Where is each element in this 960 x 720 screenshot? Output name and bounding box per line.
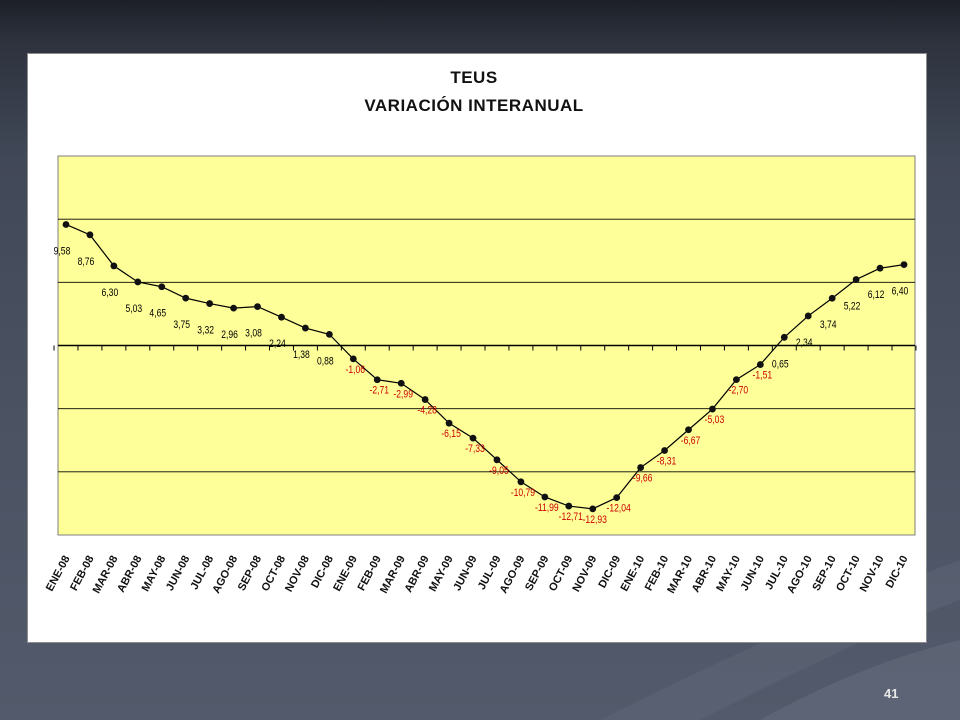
data-label: 5,03: [125, 303, 142, 315]
page-number: 41: [884, 686, 899, 701]
data-label: 4,65: [149, 308, 166, 320]
data-point: [278, 313, 285, 321]
data-point: [206, 300, 214, 307]
data-label: -6,15: [441, 428, 461, 440]
data-label: 6,30: [102, 287, 119, 299]
data-point: [709, 405, 716, 413]
data-point: [302, 324, 309, 332]
data-point: [397, 379, 405, 387]
data-label: -7,33: [465, 443, 485, 455]
data-point: [637, 464, 645, 471]
data-label: 3,32: [197, 325, 214, 337]
data-label: -9,05: [489, 465, 509, 477]
data-label: 0,88: [317, 355, 334, 367]
data-point: [230, 304, 238, 312]
data-point: [756, 361, 764, 368]
data-point: [852, 276, 860, 283]
data-point: [685, 426, 692, 434]
data-label: 3,74: [820, 319, 837, 331]
data-label: 2,96: [221, 329, 238, 341]
data-label: 6,40: [892, 286, 909, 298]
data-label: 3,75: [173, 319, 190, 331]
data-point: [182, 294, 190, 302]
data-point: [421, 396, 429, 403]
data-label: -12,93: [583, 514, 608, 526]
data-label: 6,12: [868, 289, 885, 301]
data-point: [158, 283, 166, 291]
data-point: [541, 493, 549, 501]
data-label: 2,34: [796, 337, 813, 349]
data-point: [517, 478, 525, 486]
data-point: [325, 330, 333, 338]
data-point: [589, 505, 597, 513]
data-label: -12,04: [607, 503, 632, 515]
data-label: -5,03: [705, 414, 725, 426]
data-label: 5,22: [844, 301, 861, 313]
data-label: -2,70: [729, 385, 749, 397]
data-point: [86, 231, 94, 239]
data-label: 2,24: [269, 338, 286, 350]
data-label: -1,06: [346, 364, 366, 376]
data-label: -12,71: [559, 511, 583, 523]
data-label: 3,08: [245, 328, 262, 340]
data-point: [876, 264, 884, 272]
data-point: [733, 376, 740, 384]
chart-subtitle: VARIACIÓN INTERANUAL: [364, 96, 584, 115]
data-label: -11,99: [535, 502, 559, 514]
data-point: [613, 494, 621, 502]
data-point: [565, 502, 573, 510]
data-point: [254, 303, 261, 310]
data-point: [469, 434, 477, 442]
data-label: 9,58: [54, 246, 71, 258]
data-point: [349, 355, 357, 363]
chart-title: TEUS: [450, 68, 498, 87]
data-label: 8,76: [78, 256, 95, 268]
data-point: [493, 456, 501, 464]
data-label: -1,51: [753, 370, 773, 382]
data-label: 0,65: [772, 358, 789, 370]
data-point: [828, 294, 836, 302]
data-point: [661, 447, 668, 454]
data-label: -6,67: [681, 435, 701, 447]
data-point: [110, 262, 118, 270]
data-label: -2,99: [393, 388, 413, 400]
x-tick-label: DIC-10: [884, 554, 911, 590]
data-point: [900, 261, 908, 269]
data-label: -9,66: [633, 473, 653, 485]
data-label: -2,71: [369, 385, 389, 397]
data-point: [445, 419, 453, 427]
data-point: [62, 221, 70, 228]
data-point: [780, 333, 788, 341]
data-label: -8,31: [657, 456, 677, 468]
data-label: 1,38: [293, 349, 310, 361]
data-point: [804, 312, 812, 320]
data-point: [373, 376, 381, 384]
data-label: -10,79: [511, 487, 536, 499]
series-line: [65, 223, 905, 510]
data-point: [134, 278, 142, 286]
data-label: -4,28: [417, 405, 437, 417]
